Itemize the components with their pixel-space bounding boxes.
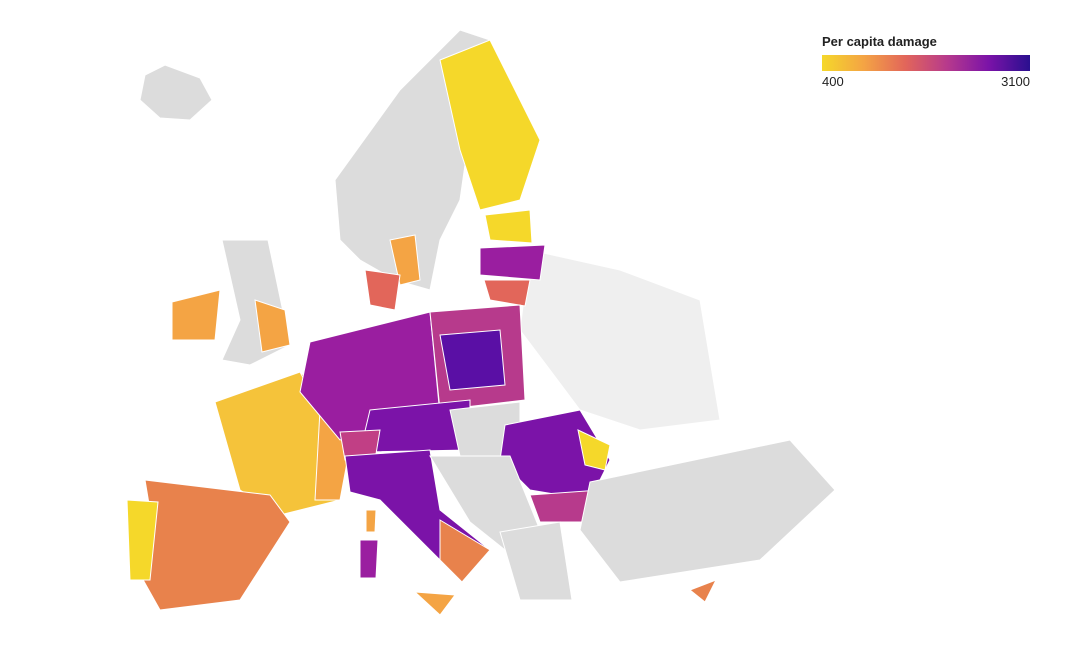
denmark	[364, 269, 401, 311]
turkey	[579, 439, 836, 583]
poland-core	[439, 329, 506, 391]
sicily	[413, 591, 456, 616]
portugal	[126, 499, 159, 581]
spain	[131, 479, 291, 611]
uk-east	[254, 299, 291, 353]
corsica	[365, 509, 377, 533]
romania-east	[577, 429, 611, 471]
legend-min: 400	[822, 74, 844, 89]
cyprus	[689, 579, 718, 603]
iceland	[139, 64, 213, 121]
estonia	[484, 209, 533, 244]
legend: Per capita damage 400 3100	[822, 34, 1030, 89]
lithuania	[483, 279, 531, 307]
legend-max: 3100	[1001, 74, 1030, 89]
color-bar	[822, 55, 1030, 71]
greece	[499, 521, 573, 601]
south-norway	[389, 234, 421, 286]
regions	[126, 29, 836, 616]
east	[519, 249, 721, 431]
ireland	[171, 289, 221, 341]
sardinia	[359, 539, 379, 579]
finland	[439, 39, 541, 211]
latvia	[479, 244, 546, 281]
italy-south	[439, 519, 491, 583]
legend-title: Per capita damage	[822, 34, 937, 49]
